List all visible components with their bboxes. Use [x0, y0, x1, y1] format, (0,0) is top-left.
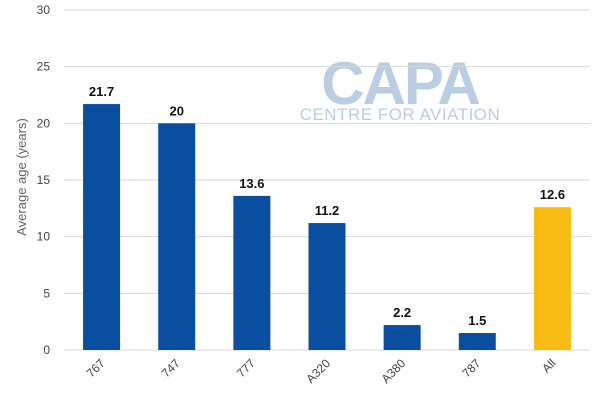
- watermark-subtitle: CENTRE FOR AVIATION: [300, 105, 501, 124]
- y-tick-label: 0: [43, 343, 50, 357]
- bars: [83, 104, 571, 350]
- x-tick-label-all: All: [539, 356, 558, 375]
- value-label-787: 1.5: [468, 313, 486, 328]
- x-axis-tick-labels: 767 747 777 A320 A380 787 All: [84, 356, 559, 386]
- value-label-777: 13.6: [239, 176, 264, 191]
- x-tick-label-777: 777: [234, 356, 258, 380]
- y-axis-title: Average age (years): [14, 118, 29, 236]
- bar-all: [533, 207, 571, 350]
- value-label-a380: 2.2: [393, 305, 411, 320]
- bar-a380: [383, 325, 421, 350]
- x-tick-label-a320: A320: [303, 356, 333, 386]
- value-label-767: 21.7: [89, 84, 114, 99]
- x-tick-label-a380: A380: [379, 356, 409, 386]
- bar-747: [158, 123, 196, 350]
- y-tick-label: 15: [37, 173, 51, 187]
- bar-a320: [308, 223, 346, 350]
- bar-787: [458, 333, 496, 350]
- bar-value-labels: 21.7 20 13.6 11.2 2.2 1.5 12.6: [89, 84, 565, 328]
- value-label-all: 12.6: [540, 187, 565, 202]
- y-tick-label: 25: [37, 60, 51, 74]
- y-tick-label: 5: [43, 286, 50, 300]
- y-tick-label: 10: [37, 230, 51, 244]
- bar-777: [233, 195, 271, 350]
- x-tick-label-787: 787: [459, 356, 483, 380]
- x-tick-label-747: 747: [159, 356, 183, 380]
- y-tick-label: 30: [37, 3, 51, 17]
- value-label-747: 20: [169, 103, 183, 118]
- watermark-logo-text: CAPA: [321, 50, 479, 117]
- value-label-a320: 11.2: [315, 203, 340, 218]
- capa-watermark-logo: CAPA CENTRE FOR AVIATION: [300, 50, 501, 124]
- y-axis-tick-labels: 0 5 10 15 20 25 30: [37, 3, 51, 357]
- bar-767: [83, 104, 121, 350]
- y-tick-label: 20: [37, 116, 51, 130]
- x-tick-label-767: 767: [84, 356, 108, 380]
